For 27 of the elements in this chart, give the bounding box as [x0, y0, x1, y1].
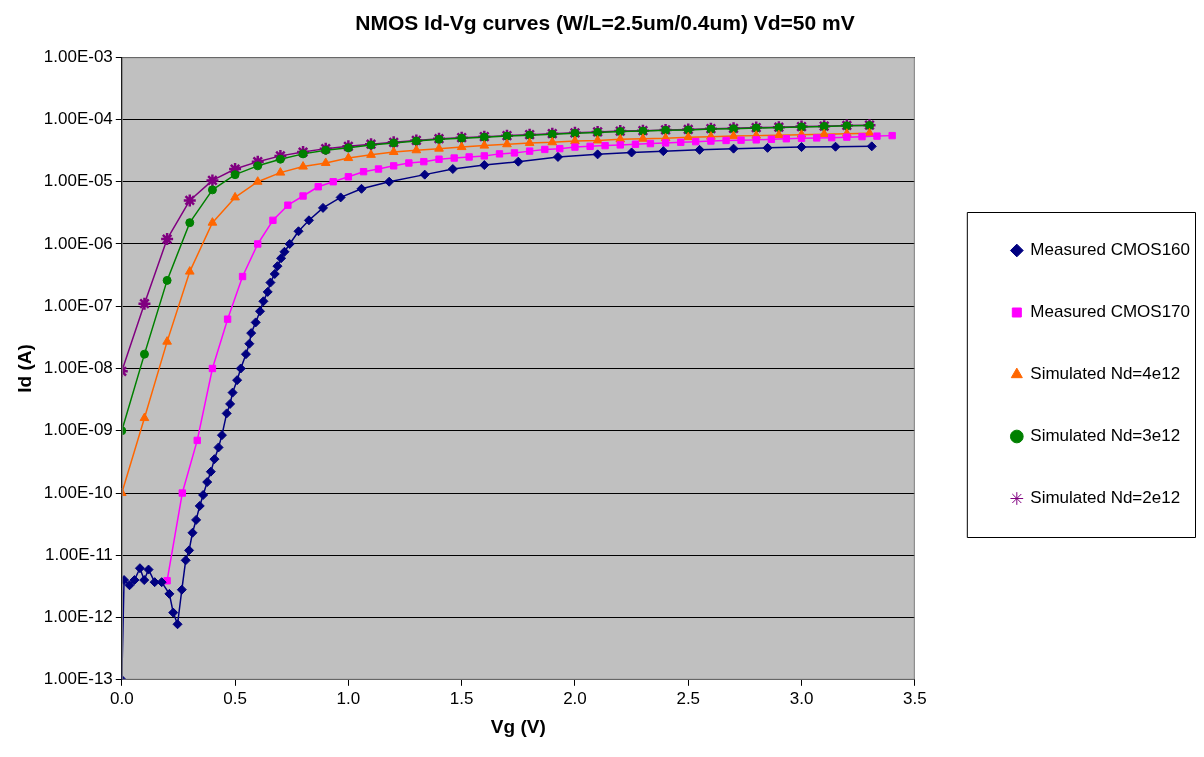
y-tick-label: 1.00E-04 [43, 109, 113, 129]
y-axis-title: Id (A) [13, 344, 35, 393]
x-axis-title: Vg (V) [490, 715, 546, 737]
legend-label: Simulated Nd=2e12 [1030, 488, 1181, 508]
legend-label: Simulated Nd=3e12 [1030, 426, 1181, 446]
chart-title: NMOS Id-Vg curves (W/L=2.5um/0.4um) Vd=50 mV [355, 11, 855, 35]
x-tick-label: 1.0 [336, 688, 361, 708]
y-tick-label: 1.00E-03 [43, 46, 113, 66]
y-tick-label: 1.00E-07 [43, 295, 113, 315]
y-tick-label: 1.00E-11 [45, 544, 113, 564]
y-tick-label: 1.00E-10 [43, 482, 113, 502]
y-tick-label: 1.00E-08 [43, 358, 113, 378]
y-tick-label: 1.00E-09 [43, 420, 113, 440]
x-tick-label: 1.5 [449, 688, 474, 708]
y-tick-label: 1.00E-12 [43, 607, 113, 627]
legend-label: Measured CMOS170 [1030, 302, 1191, 322]
x-tick-label: 0.5 [223, 688, 247, 708]
x-tick-label: 2.5 [676, 688, 701, 708]
y-tick-label: 1.00E-05 [43, 171, 113, 191]
legend-label: Measured CMOS160 [1030, 240, 1191, 260]
y-tick-label: 1.00E-06 [43, 233, 113, 253]
x-tick-label: 2.0 [563, 688, 587, 708]
x-tick-label: 0.0 [109, 688, 134, 708]
x-tick-label: 3.0 [789, 688, 814, 708]
y-tick-label: 1.00E-13 [43, 669, 113, 689]
x-tick-label: 3.5 [903, 688, 927, 708]
legend-label: Simulated Nd=4e12 [1030, 364, 1181, 384]
